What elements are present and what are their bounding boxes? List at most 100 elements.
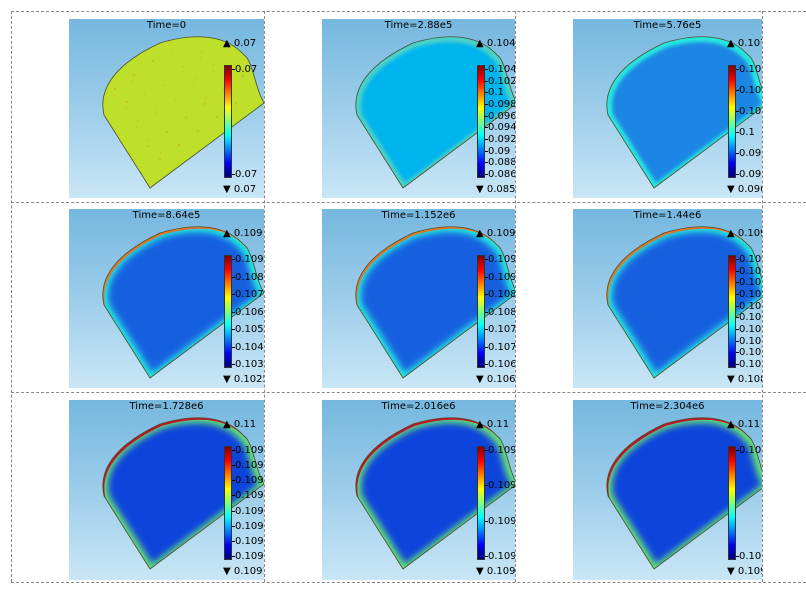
min-value: 0.1096 — [486, 566, 515, 577]
colorbar-tick-label: 0.098 — [739, 148, 762, 159]
colorbar-max-label: ▲ 0.109 — [476, 228, 515, 239]
colorbar-tick — [736, 305, 739, 307]
colorbar-tick-label: 0.109 — [488, 271, 515, 283]
colorbar-tick — [232, 480, 235, 482]
colorbar-tick-label: 0.1096 — [235, 490, 264, 502]
colorbar-tick — [485, 259, 488, 260]
colorbar-tick — [736, 270, 739, 272]
colorbar-tick-label: 0.105 — [235, 324, 264, 335]
colorbar-tick — [485, 556, 488, 557]
colorbar-tick-label: 0.086 — [488, 169, 515, 180]
colorbar-tick — [232, 276, 235, 278]
colorbar-tick-label: 0.07 — [235, 64, 258, 75]
colorbar-tick-label: 0.104 — [488, 64, 515, 75]
color-bar — [477, 255, 485, 368]
plot-panel: Time=1.152e6 ▲ 0.109 ▼ 0.106 0.109 0.109 0.10… — [322, 209, 515, 388]
grid-divider — [11, 392, 806, 393]
panel-title: Time=1.152e6 — [381, 210, 456, 221]
colorbar-tick — [232, 294, 235, 295]
colorbar-tick-label: 0.109 — [739, 265, 762, 277]
colorbar-tick — [232, 311, 235, 313]
colorbar-tick — [736, 556, 739, 557]
color-bar — [224, 65, 232, 178]
grid-divider — [264, 11, 265, 582]
colorbar-tick — [232, 540, 235, 542]
max-value: 0.11 — [233, 419, 257, 430]
max-value: 0.109 — [486, 228, 515, 239]
colorbar-tick — [736, 450, 739, 451]
colorbar-tick — [485, 450, 488, 451]
colorbar-tick — [485, 92, 488, 94]
colorbar-tick — [485, 294, 488, 295]
colorbar-tick — [485, 150, 488, 152]
color-bar — [728, 65, 736, 178]
colorbar-tick — [485, 329, 488, 330]
min-value: 0.106 — [486, 374, 515, 385]
colorbar-tick — [232, 174, 235, 175]
colorbar-min-label: ▼ 0.085 — [476, 184, 515, 195]
colorbar-tick-label: 0.109 — [235, 254, 264, 265]
colorbar-tick-label: 0.106 — [739, 64, 762, 75]
colorbar-tick-label: 0.109 — [739, 445, 762, 456]
min-value: 0.1025 — [233, 374, 264, 385]
colorbar-tick-label: 0.1098 — [488, 480, 515, 492]
colorbar-tick-label: 0.096 — [488, 110, 515, 122]
panel-title: Time=1.44e6 — [633, 210, 702, 221]
colorbar-tick-label: 0.109 — [739, 551, 762, 562]
colorbar-tick — [485, 162, 488, 164]
colorbar-tick — [485, 311, 488, 313]
colorbar-tick — [736, 111, 739, 112]
colorbar-min-label: ▼ 0.07 — [223, 184, 257, 195]
colorbar-tick — [736, 317, 739, 319]
panel-title: Time=0 — [146, 20, 187, 31]
colorbar-max-label: ▲ 0.104 — [476, 38, 515, 49]
colorbar-tick — [485, 174, 488, 175]
color-bar — [477, 65, 485, 178]
colorbar-tick — [485, 80, 488, 82]
colorbar-tick-label: 0.109 — [739, 289, 762, 300]
color-bar — [477, 446, 485, 560]
colorbar-tick-label: 0.092 — [488, 134, 515, 145]
colorbar-tick-label: 0.108 — [488, 306, 515, 318]
colorbar-tick — [232, 465, 235, 467]
colorbar-tick — [485, 69, 488, 70]
colorbar-max-label: ▲ 0.11 — [476, 419, 510, 430]
colorbar-tick-label: 0.107 — [488, 324, 515, 335]
max-value: 0.07 — [233, 38, 257, 49]
colorbar-tick-label: 0.1093 — [235, 535, 264, 547]
colorbar-max-label: ▲ 0.109 — [223, 228, 263, 239]
color-bar — [224, 255, 232, 368]
plot-panel: Time=2.88e5 ▲ 0.104 ▼ 0.085 0.104 0.102 0.1 0.… — [322, 19, 515, 198]
color-bar — [728, 446, 736, 560]
colorbar-tick — [736, 329, 739, 330]
colorbar-tick-label: 0.104 — [739, 85, 762, 96]
colorbar-tick — [232, 329, 235, 330]
colorbar-tick-label: 0.109 — [488, 254, 515, 265]
colorbar-tick — [232, 364, 235, 365]
min-value: 0.096 — [737, 184, 762, 195]
colorbar-tick-label: 0.07 — [235, 169, 258, 180]
colorbar-min-label: ▼ 0.108 — [727, 374, 762, 385]
colorbar-tick-label: 0.1096 — [488, 551, 515, 562]
colorbar-tick — [485, 104, 488, 105]
colorbar-tick — [485, 139, 488, 140]
colorbar-tick-label: 0.1095 — [235, 505, 264, 517]
colorbar-tick — [736, 364, 739, 365]
colorbar-tick-label: 0.1094 — [235, 520, 264, 532]
colorbar-tick — [232, 510, 235, 512]
min-value: 0.108 — [737, 374, 762, 385]
panel-title: Time=1.728e6 — [129, 401, 204, 412]
max-value: 0.107 — [737, 38, 762, 49]
colorbar-tick-label: 0.094 — [488, 122, 515, 134]
plot-panel: Time=1.44e6▲ 0.109▼ 0.1080.1090.1090.109… — [573, 209, 762, 388]
colorbar-tick — [485, 127, 488, 129]
grid-divider — [11, 582, 806, 583]
colorbar-tick-label: 0.107 — [235, 289, 264, 300]
colorbar-tick-label: 0.1097 — [488, 515, 515, 527]
panel-title: Time=2.88e5 — [384, 20, 453, 31]
colorbar-tick-label: 0.1097 — [235, 475, 264, 487]
colorbar-tick — [232, 346, 235, 348]
colorbar-tick — [232, 556, 235, 557]
grid-divider — [762, 11, 763, 582]
